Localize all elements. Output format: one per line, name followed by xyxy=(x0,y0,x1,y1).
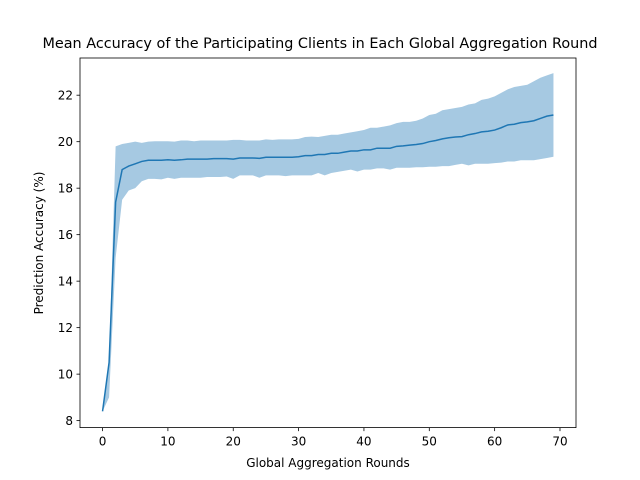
plot-area xyxy=(101,73,554,412)
x-tick-label: 10 xyxy=(160,435,175,449)
mean-accuracy-line xyxy=(101,114,554,412)
x-tick-label: 30 xyxy=(291,435,306,449)
y-axis-ticks: 8 10 12 14 16 18 20 22 xyxy=(58,88,80,428)
x-axis-label: Global Aggregation Rounds xyxy=(246,456,410,470)
y-tick-label: 12 xyxy=(58,321,73,335)
y-tick-label: 22 xyxy=(58,88,73,102)
x-tick-label: 20 xyxy=(226,435,241,449)
x-tick-label: 70 xyxy=(552,435,567,449)
x-tick-label: 60 xyxy=(487,435,502,449)
y-tick-label: 8 xyxy=(65,414,73,428)
y-tick-label: 20 xyxy=(58,135,73,149)
plot-frame xyxy=(79,57,577,429)
y-tick-label: 14 xyxy=(58,274,73,288)
x-tick-label: 40 xyxy=(356,435,371,449)
y-tick-label: 10 xyxy=(58,367,73,381)
y-tick-label: 18 xyxy=(58,181,73,195)
accuracy-range-band xyxy=(102,73,554,412)
y-axis-label: Prediction Accuracy (%) xyxy=(32,172,46,315)
y-tick-label: 16 xyxy=(58,228,73,242)
x-axis-ticks: 0 10 20 30 40 50 60 70 xyxy=(99,427,568,449)
chart-title: Mean Accuracy of the Participating Clien… xyxy=(42,36,597,52)
x-tick-label: 0 xyxy=(99,435,107,449)
x-tick-label: 50 xyxy=(422,435,437,449)
